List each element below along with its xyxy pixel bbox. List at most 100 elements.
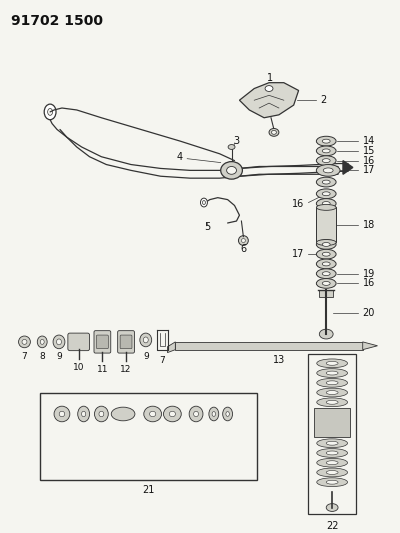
Bar	[308, 353, 356, 514]
Ellipse shape	[169, 411, 176, 417]
Ellipse shape	[316, 199, 336, 208]
Text: 4: 4	[176, 152, 182, 161]
Ellipse shape	[226, 411, 229, 416]
Ellipse shape	[326, 461, 338, 465]
Ellipse shape	[316, 269, 336, 279]
Ellipse shape	[322, 180, 330, 184]
Ellipse shape	[37, 336, 47, 348]
Bar	[316, 207, 336, 243]
Text: 21: 21	[142, 485, 155, 495]
Ellipse shape	[323, 168, 333, 173]
Ellipse shape	[317, 478, 348, 487]
Ellipse shape	[317, 439, 348, 448]
Ellipse shape	[316, 279, 336, 288]
Ellipse shape	[194, 411, 198, 417]
Ellipse shape	[238, 236, 248, 245]
Text: 9: 9	[143, 352, 149, 361]
Ellipse shape	[326, 480, 338, 484]
Ellipse shape	[150, 411, 156, 417]
Ellipse shape	[316, 165, 340, 176]
Ellipse shape	[322, 192, 330, 196]
Ellipse shape	[326, 361, 338, 365]
Ellipse shape	[212, 411, 216, 416]
Ellipse shape	[322, 243, 330, 246]
Text: 2: 2	[320, 95, 326, 105]
Ellipse shape	[221, 161, 242, 179]
Ellipse shape	[326, 504, 338, 512]
Ellipse shape	[317, 458, 348, 467]
FancyBboxPatch shape	[94, 330, 111, 353]
Ellipse shape	[317, 378, 348, 387]
Text: 16: 16	[363, 278, 375, 288]
Ellipse shape	[317, 468, 348, 477]
Text: 13: 13	[273, 356, 285, 366]
Ellipse shape	[99, 411, 104, 417]
Ellipse shape	[317, 359, 348, 368]
Ellipse shape	[317, 369, 348, 377]
Ellipse shape	[316, 189, 336, 199]
Ellipse shape	[322, 252, 330, 256]
Text: 12: 12	[120, 365, 132, 374]
Text: 20: 20	[363, 308, 375, 318]
Ellipse shape	[317, 449, 348, 457]
Ellipse shape	[326, 391, 338, 394]
Ellipse shape	[322, 281, 330, 285]
Text: 16: 16	[363, 156, 375, 166]
Text: 9: 9	[56, 352, 62, 361]
FancyBboxPatch shape	[96, 335, 108, 349]
Ellipse shape	[223, 407, 232, 421]
Ellipse shape	[316, 136, 336, 146]
Ellipse shape	[48, 109, 52, 115]
Bar	[314, 408, 350, 438]
FancyBboxPatch shape	[68, 333, 90, 351]
Ellipse shape	[56, 339, 62, 345]
Ellipse shape	[316, 156, 336, 166]
Text: 17: 17	[292, 249, 304, 259]
Text: 14: 14	[363, 136, 375, 146]
FancyBboxPatch shape	[118, 330, 134, 353]
Ellipse shape	[316, 249, 336, 259]
Text: 6: 6	[240, 244, 246, 254]
Text: 22: 22	[326, 521, 338, 531]
Ellipse shape	[54, 406, 70, 422]
Polygon shape	[168, 342, 175, 353]
Ellipse shape	[53, 335, 65, 349]
Ellipse shape	[144, 406, 162, 422]
Text: 91702 1500: 91702 1500	[11, 14, 103, 28]
Ellipse shape	[40, 340, 44, 344]
Ellipse shape	[94, 406, 108, 422]
Text: 8: 8	[39, 352, 45, 361]
Ellipse shape	[322, 272, 330, 276]
Ellipse shape	[316, 146, 336, 156]
Ellipse shape	[22, 340, 27, 344]
Ellipse shape	[316, 239, 336, 249]
Text: 15: 15	[363, 146, 375, 156]
Ellipse shape	[322, 262, 330, 266]
Ellipse shape	[317, 398, 348, 407]
Ellipse shape	[326, 381, 338, 385]
Ellipse shape	[189, 406, 203, 422]
Ellipse shape	[316, 259, 336, 269]
Ellipse shape	[316, 239, 336, 245]
Ellipse shape	[269, 128, 279, 136]
Text: 3: 3	[234, 136, 240, 146]
Text: 7: 7	[160, 356, 166, 365]
Ellipse shape	[228, 144, 235, 149]
Ellipse shape	[265, 86, 273, 92]
Polygon shape	[240, 83, 299, 118]
Ellipse shape	[326, 441, 338, 445]
Ellipse shape	[322, 159, 330, 163]
Ellipse shape	[326, 451, 338, 455]
Ellipse shape	[322, 149, 330, 153]
Bar	[175, 342, 363, 350]
Text: 19: 19	[363, 269, 375, 279]
Ellipse shape	[316, 177, 336, 187]
Polygon shape	[363, 342, 378, 350]
Ellipse shape	[111, 407, 135, 421]
Ellipse shape	[227, 166, 236, 174]
Ellipse shape	[322, 139, 330, 143]
Ellipse shape	[272, 131, 276, 134]
Ellipse shape	[143, 337, 148, 343]
Text: 11: 11	[97, 365, 108, 374]
Ellipse shape	[59, 411, 65, 417]
